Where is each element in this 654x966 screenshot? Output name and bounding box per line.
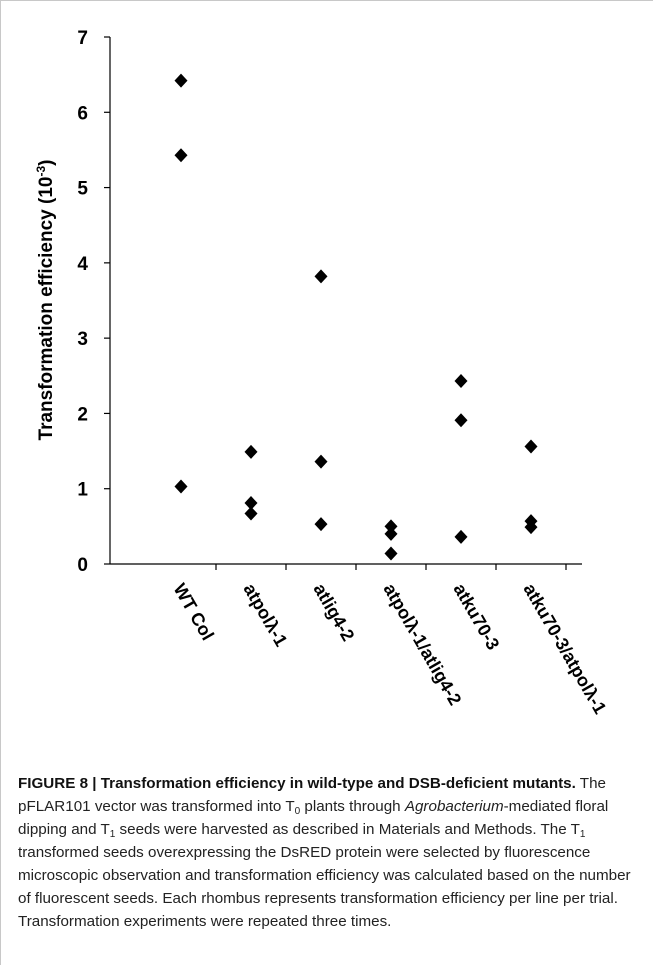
y-tick-label: 5 — [77, 179, 88, 200]
caption-subscript: 0 — [294, 806, 301, 817]
data-point-diamond — [524, 520, 538, 535]
y-tick-label: 1 — [77, 480, 88, 501]
data-point-diamond — [244, 444, 258, 459]
caption-italic: Agrobacterium — [404, 798, 504, 815]
data-point-diamond — [524, 439, 538, 454]
y-tick-label: 4 — [77, 254, 88, 275]
data-point-diamond — [454, 413, 468, 428]
x-ticks: WT Col atpolλ-1 atlig4-2 atpolλ-1/atlig4-2a… — [170, 564, 611, 717]
data-point-diamond — [244, 506, 258, 521]
x-tick-label: atku70-3 — [450, 580, 504, 653]
x-tick-label: atpolλ-1 — [240, 580, 292, 650]
data-point-diamond — [314, 269, 328, 284]
caption-label: FIGURE 8 | Transformation efficiency in … — [18, 775, 576, 792]
data-point-diamond — [454, 529, 468, 544]
y-tick-label: 2 — [77, 404, 88, 425]
caption-text: transformed seeds overexpressing the DsR… — [18, 844, 631, 930]
caption-text: plants through — [300, 798, 405, 815]
y-ticks: 0 1 2 3 4 5 6 7 — [77, 28, 110, 576]
y-tick-label: 3 — [77, 329, 88, 350]
x-tick-label: atpolλ-1/atlig4-2 — [380, 580, 466, 709]
caption-text: The pFLAR101 vector was transformed into… — [18, 775, 606, 815]
data-point-diamond — [384, 546, 398, 561]
caption-text: seeds were harvested as described in Mat… — [115, 821, 580, 838]
data-point-diamond — [314, 454, 328, 469]
x-tick-label: WT Col — [170, 580, 218, 644]
data-point-diamond — [314, 517, 328, 532]
data-point-diamond — [244, 496, 258, 511]
y-axis-label: Transformation efficiency (10-3) — [34, 160, 57, 441]
data-point-diamond — [384, 519, 398, 534]
x-tick-label: atku70-3/atpolλ-1 — [520, 580, 611, 717]
data-point-diamond — [174, 73, 188, 88]
y-tick-label: 6 — [77, 103, 88, 124]
x-tick-label: atlig4-2 — [310, 580, 359, 645]
caption-subscript: 1 — [579, 829, 586, 840]
data-point-diamond — [384, 526, 398, 541]
caption-text: -mediated floral dipping and T — [18, 798, 609, 838]
figure-caption: FIGURE 8 | Transformation efficiency in … — [18, 772, 644, 933]
data-points — [174, 73, 538, 561]
caption-subscript: 1 — [109, 829, 116, 840]
scatter-chart: 0 1 2 3 4 5 6 7 WT Col atpolλ-1 atlig4-2 atpolλ-1/… — [34, 28, 611, 717]
y-tick-label: 7 — [77, 28, 88, 49]
data-point-diamond — [454, 374, 468, 389]
data-point-diamond — [174, 148, 188, 163]
y-tick-label: 0 — [77, 555, 88, 576]
data-point-diamond — [174, 479, 188, 494]
